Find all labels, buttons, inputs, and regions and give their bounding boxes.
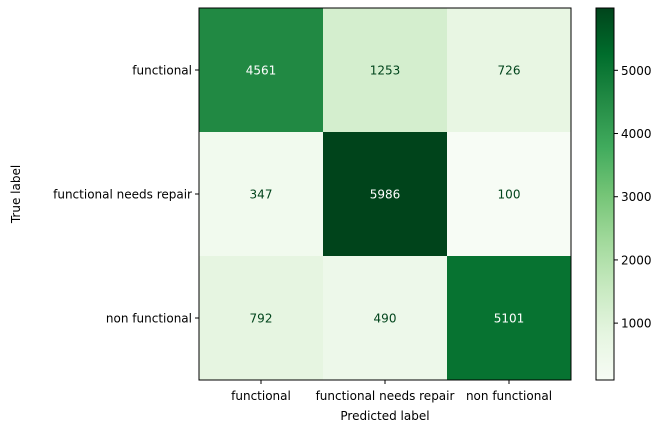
matrix-cell (323, 8, 448, 133)
matrix-cell (447, 256, 572, 381)
matrix-cells (199, 8, 572, 381)
y-tick-label: functional needs repair (53, 188, 192, 202)
cell-value-label: 5101 (494, 312, 525, 326)
y-axis-ticks: functional functional needs repair non fun… (53, 64, 199, 326)
cell-value-label: 1253 (370, 64, 401, 78)
cell-value-label: 792 (250, 312, 273, 326)
cell-value-label: 5986 (370, 188, 401, 202)
matrix-cell (323, 132, 448, 257)
colorbar-tick-label: 1000 (621, 317, 652, 331)
colorbar-tick-label: 4000 (621, 127, 652, 141)
matrix-cell (447, 8, 572, 133)
cell-value-label: 347 (250, 188, 273, 202)
matrix-cell-labels: 4561 1253 726 347 5986 100 792 490 5101 (246, 64, 525, 326)
y-tick-label: non functional (106, 312, 192, 326)
matrix-cell (323, 256, 448, 381)
matrix-cell (447, 132, 572, 257)
colorbar-ticks: 1000 2000 3000 4000 5000 (614, 64, 652, 331)
colorbar-tick-label: 3000 (621, 190, 652, 204)
cell-value-label: 4561 (246, 64, 277, 78)
cell-value-label: 100 (498, 188, 521, 202)
colorbar-tick-label: 2000 (621, 253, 652, 267)
matrix-cell (199, 8, 324, 133)
colorbar (595, 7, 615, 381)
x-tick-label: non functional (466, 389, 552, 403)
y-tick-label: functional (132, 64, 192, 78)
cell-value-label: 726 (498, 64, 521, 78)
matrix-cell (199, 132, 324, 257)
y-axis-label: True label (9, 165, 23, 224)
matrix-cell (199, 256, 324, 381)
colorbar-tick-label: 5000 (621, 64, 652, 78)
cell-value-label: 490 (374, 312, 397, 326)
x-axis-ticks: functional functional needs repair non fun… (231, 380, 552, 403)
x-tick-label: functional needs repair (316, 389, 455, 403)
x-tick-label: functional (231, 389, 291, 403)
x-axis-label: Predicted label (340, 409, 429, 423)
